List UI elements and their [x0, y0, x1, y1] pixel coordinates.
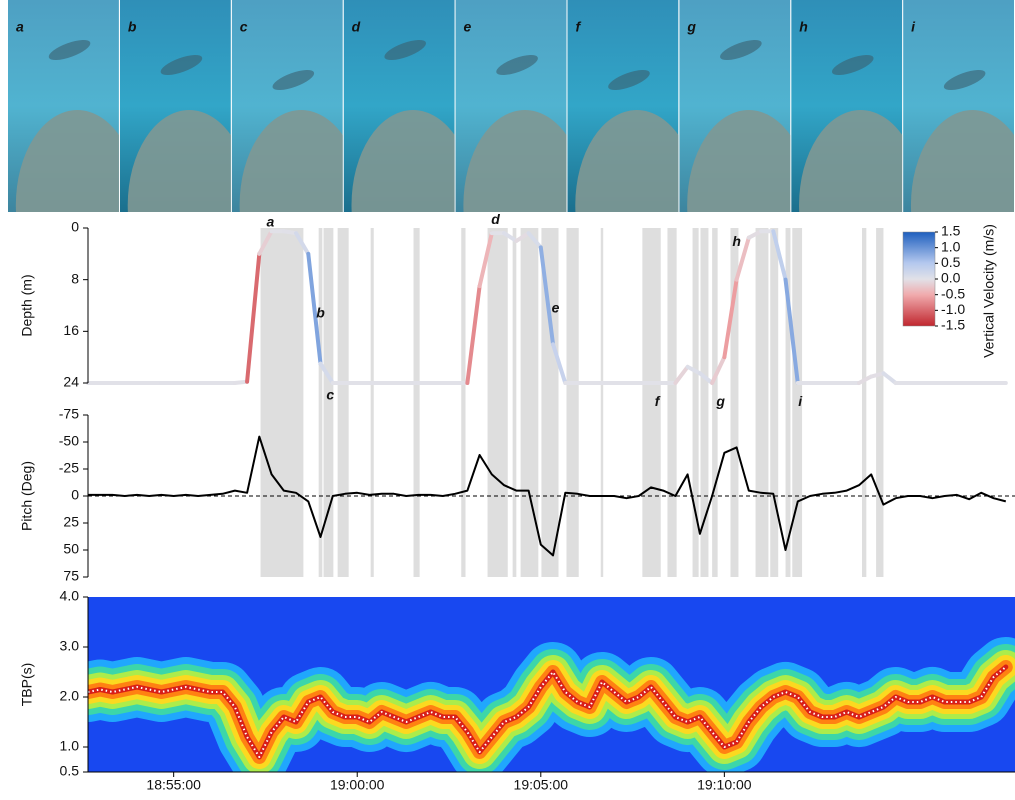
- y-tick-label: 8: [71, 270, 79, 286]
- panel: TBP(s) 0.5 1.0 2.0 3.0 4.0 18:55:00 19:00:00 19:…: [19, 588, 1015, 793]
- shaded-interval: [770, 228, 778, 577]
- depth-segment: [675, 367, 687, 383]
- annotation: d: [491, 211, 500, 227]
- photo: [791, 0, 922, 300]
- annotation: b: [316, 305, 325, 321]
- shaded-interval: [513, 228, 517, 577]
- annotation: c: [326, 387, 334, 403]
- x-tick-label: 19:10:00: [697, 777, 752, 793]
- y-tick-label: -75: [59, 406, 79, 422]
- annotation: h: [732, 233, 741, 249]
- shaded-interval: [461, 228, 465, 577]
- shaded-interval: [261, 228, 304, 577]
- x-tick-label: 18:55:00: [146, 777, 201, 793]
- y-tick-label: 0: [71, 219, 79, 235]
- depth-segment: [247, 254, 259, 382]
- y-axis-label: Pitch (Deg): [19, 461, 35, 531]
- shaded-interval: [700, 228, 708, 577]
- shaded-interval: [414, 228, 420, 577]
- annotation: g: [715, 393, 725, 409]
- colorbar-tick-label: -1.0: [941, 301, 965, 317]
- y-tick-label: 4.0: [60, 588, 80, 604]
- photo-label: h: [799, 19, 808, 35]
- shaded-intervals: [261, 228, 884, 577]
- photo: [120, 0, 251, 300]
- depth-segment: [467, 286, 479, 383]
- y-tick-label: 0: [71, 487, 79, 503]
- panel: Depth (m) 1.51.00.50.0-0.5-1.0-1.5 Vertica…: [19, 211, 1006, 409]
- x-tick-label: 19:05:00: [514, 777, 569, 793]
- colorbar-tick-label: 0.0: [941, 270, 961, 286]
- shaded-interval: [862, 228, 866, 577]
- shaded-interval: [756, 228, 769, 577]
- shaded-interval: [566, 228, 578, 577]
- spectrogram: [88, 597, 1015, 772]
- colorbar-tick-label: 1.5: [941, 223, 961, 239]
- colorbar-tick-label: -1.5: [941, 317, 965, 333]
- y-axis-label: Depth (m): [19, 274, 35, 336]
- photo: [8, 0, 139, 300]
- shaded-interval: [338, 228, 349, 577]
- y-tick-label: 25: [63, 514, 79, 530]
- y-tick-label: 1.0: [60, 738, 80, 754]
- y-tick-label: -25: [59, 460, 79, 476]
- shaded-interval: [371, 228, 374, 577]
- photo: [567, 0, 698, 300]
- y-tick-label: 3.0: [60, 638, 80, 654]
- y-tick-label: 16: [63, 322, 79, 338]
- y-tick-label: 2.0: [60, 688, 80, 704]
- colorbar-tick-label: 1.0: [941, 238, 961, 254]
- y-tick-label: 0.5: [60, 763, 80, 779]
- shaded-interval: [601, 228, 603, 577]
- figure: abcdefghi Depth (m)1.51.00.50.0-0.5-1.0-…: [0, 0, 1015, 800]
- colorbar-label: Vertical Velocity (m/s): [981, 224, 997, 358]
- shaded-interval: [319, 228, 323, 577]
- page: abcdefghi Depth (m)1.51.00.50.0-0.5-1.0-…: [0, 0, 1015, 800]
- x-tick-label: 19:00:00: [330, 777, 385, 793]
- photo-label: c: [240, 19, 248, 35]
- photo-label: g: [686, 19, 696, 35]
- y-tick-label: 50: [63, 541, 79, 557]
- y-tick-label: 75: [63, 568, 79, 584]
- photo-label: e: [464, 19, 472, 35]
- y-tick-label: -50: [59, 433, 79, 449]
- colorbar-tick-label: -0.5: [941, 285, 965, 301]
- photo-label: d: [352, 19, 361, 35]
- depth-segment: [859, 377, 871, 383]
- shaded-interval: [488, 228, 508, 577]
- photo-label: a: [16, 19, 24, 35]
- shaded-interval: [667, 228, 676, 577]
- colorbar: [903, 232, 935, 326]
- annotation: e: [552, 299, 560, 315]
- y-axis-label: TBP(s): [19, 663, 35, 707]
- y-tick-label: 24: [63, 374, 79, 390]
- annotation: i: [798, 393, 803, 409]
- photo: [344, 0, 475, 300]
- colorbar-tick-label: 0.5: [941, 254, 961, 270]
- annotation: a: [266, 214, 274, 230]
- photo-label: b: [128, 19, 137, 35]
- depth-segment: [883, 373, 895, 383]
- shaded-interval: [876, 228, 883, 577]
